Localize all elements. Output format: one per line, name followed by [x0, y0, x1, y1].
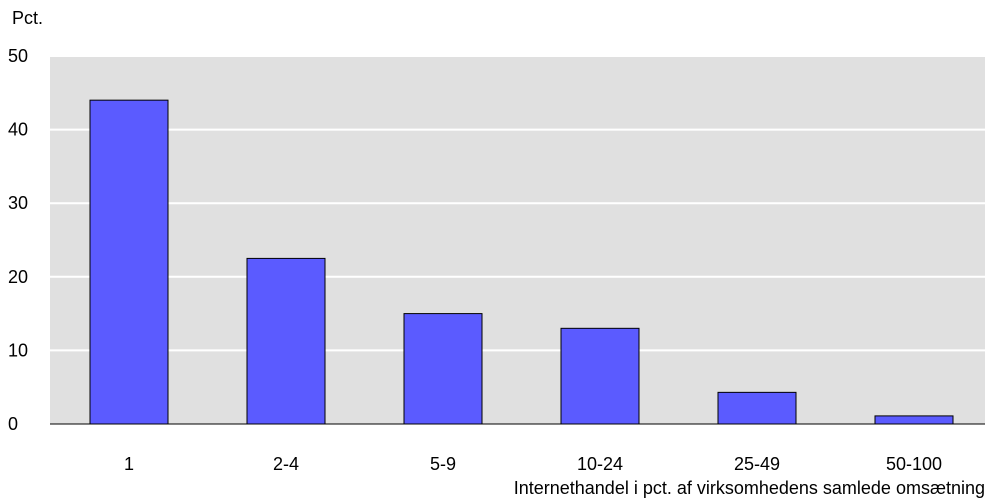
- x-tick-label: 10-24: [577, 454, 623, 474]
- bar-10-24: [560, 327, 640, 425]
- y-axis-ticks: 0 10 20 30 40 50: [8, 46, 28, 434]
- bar-2-4: [246, 257, 326, 425]
- y-tick-label: 20: [8, 267, 28, 287]
- y-tick-label: 10: [8, 340, 28, 360]
- x-tick-label: 25-49: [734, 454, 780, 474]
- y-tick-label: 40: [8, 120, 28, 140]
- x-axis-title: Internethandel i pct. af virksomhedens s…: [514, 478, 985, 498]
- y-tick-label: 0: [8, 414, 18, 434]
- bar-1: [89, 99, 169, 425]
- x-axis-ticks: 1 2-4 5-9 10-24 25-49 50-100: [124, 454, 942, 474]
- bar-5-9: [403, 313, 483, 425]
- bar-50-100: [874, 415, 954, 425]
- gridlines: [50, 55, 985, 352]
- x-tick-label: 2-4: [273, 454, 299, 474]
- bar-25-49: [717, 391, 797, 425]
- y-axis-title: Pct.: [12, 8, 43, 28]
- x-tick-label: 50-100: [886, 454, 942, 474]
- y-tick-label: 50: [8, 46, 28, 66]
- y-tick-label: 30: [8, 193, 28, 213]
- plot-area: [50, 56, 985, 424]
- x-tick-label: 5-9: [430, 454, 456, 474]
- bars: [89, 99, 954, 425]
- x-tick-label: 1: [124, 454, 134, 474]
